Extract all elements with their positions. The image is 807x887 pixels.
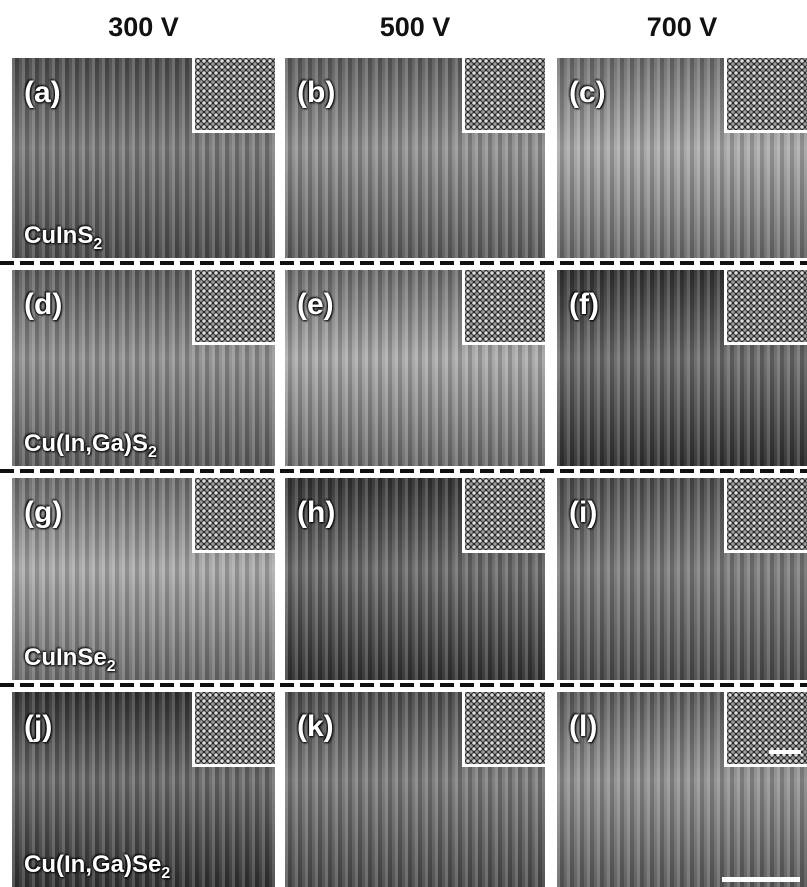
panel-label: (j) [24,710,52,744]
sem-image: (i) [557,478,807,680]
material-label: Cu(In,Ga)Se2 [24,851,170,883]
sem-image: (f) [557,270,807,466]
panel-label: (l) [569,710,597,744]
sem-inset [724,270,807,345]
panel-label: (f) [569,288,599,322]
material-label: CuInS2 [24,222,102,254]
row-separator [0,683,807,687]
material-subscript: 2 [93,236,102,253]
sem-inset [192,58,275,133]
sem-inset [462,478,545,553]
column-header: 300 V [14,12,274,43]
panel-label: (b) [297,76,335,110]
sem-image: (b) [285,58,545,258]
sem-inset [192,270,275,345]
sem-image: (k) [285,692,545,887]
panel-label: (h) [297,496,335,530]
sem-inset [724,478,807,553]
sem-inset [724,692,807,767]
panel-label: (g) [24,496,62,530]
panel-label: (c) [569,76,606,110]
sem-inset [192,692,275,767]
material-formula: CuInS [24,222,93,249]
sem-image: (c) [557,58,807,258]
sem-inset [192,478,275,553]
panel-label: (a) [24,76,61,110]
panel-label: (i) [569,496,597,530]
material-formula: Cu(In,Ga)S [24,430,148,457]
panel-label: (d) [24,288,62,322]
panel-label: (k) [297,710,334,744]
inset-scale-bar [769,750,801,754]
column-header: 700 V [552,12,807,43]
material-formula: CuInSe [24,644,107,671]
material-label: Cu(In,Ga)S2 [24,430,157,462]
row-separator [0,261,807,265]
row-separator [0,469,807,473]
sem-image: (l) [557,692,807,887]
sem-image: (h) [285,478,545,680]
material-formula: Cu(In,Ga)Se [24,851,161,878]
sem-inset [724,58,807,133]
material-subscript: 2 [107,658,116,675]
figure: 300 V500 V700 V(a)(b)(c)CuInS2(d)(e)(f)C… [0,0,807,887]
panel-label: (e) [297,288,334,322]
material-subscript: 2 [161,865,170,882]
material-label: CuInSe2 [24,644,116,676]
sem-inset [462,58,545,133]
scale-bar [722,877,800,882]
material-subscript: 2 [148,444,157,461]
sem-inset [462,692,545,767]
sem-image: (e) [285,270,545,466]
column-header: 500 V [285,12,545,43]
sem-inset [462,270,545,345]
